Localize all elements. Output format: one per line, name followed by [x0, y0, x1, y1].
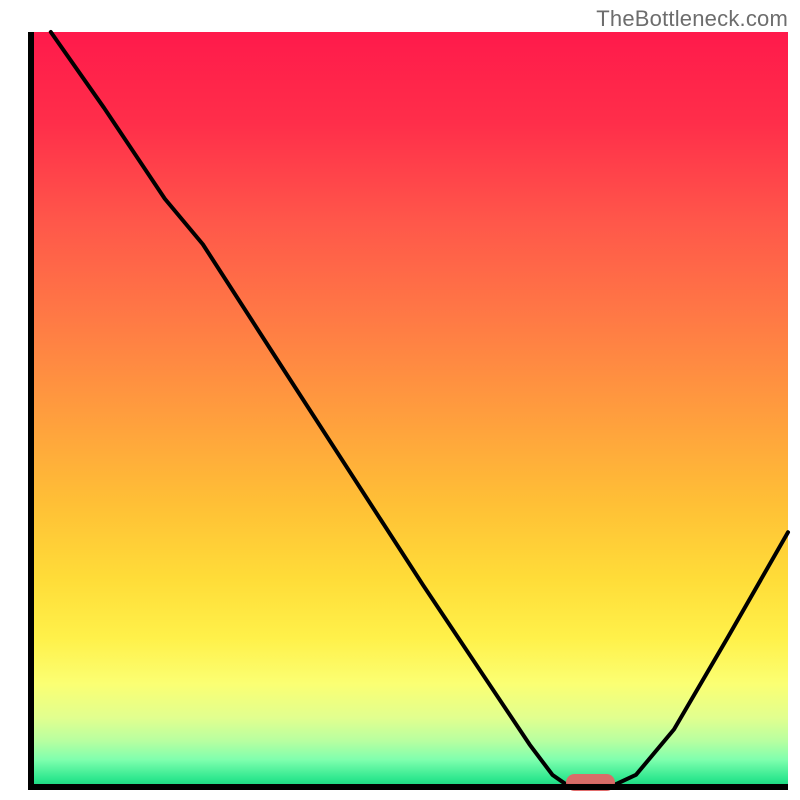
chart-root: TheBottleneck.com: [0, 0, 800, 800]
bottleneck-curve: [28, 32, 788, 790]
optimal-marker: [566, 774, 615, 791]
plot-area: [28, 32, 788, 790]
watermark-label: TheBottleneck.com: [596, 6, 788, 32]
